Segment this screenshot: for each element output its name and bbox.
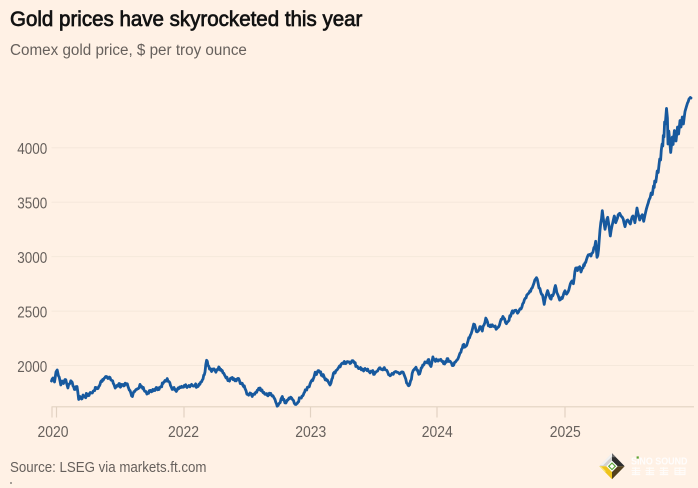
svg-text:2025: 2025 (550, 424, 581, 441)
svg-text:2020: 2020 (38, 424, 69, 441)
svg-text:SiNO SOUND: SiNO SOUND (631, 456, 688, 468)
svg-text:3000: 3000 (17, 250, 47, 267)
svg-text:2500: 2500 (17, 305, 47, 322)
svg-text:2023: 2023 (295, 424, 326, 441)
svg-text:2022: 2022 (168, 424, 199, 441)
svg-text:4000: 4000 (17, 141, 47, 158)
svg-text:3500: 3500 (17, 196, 47, 213)
svg-text:2000: 2000 (17, 359, 47, 376)
svg-text:2024: 2024 (422, 424, 453, 441)
